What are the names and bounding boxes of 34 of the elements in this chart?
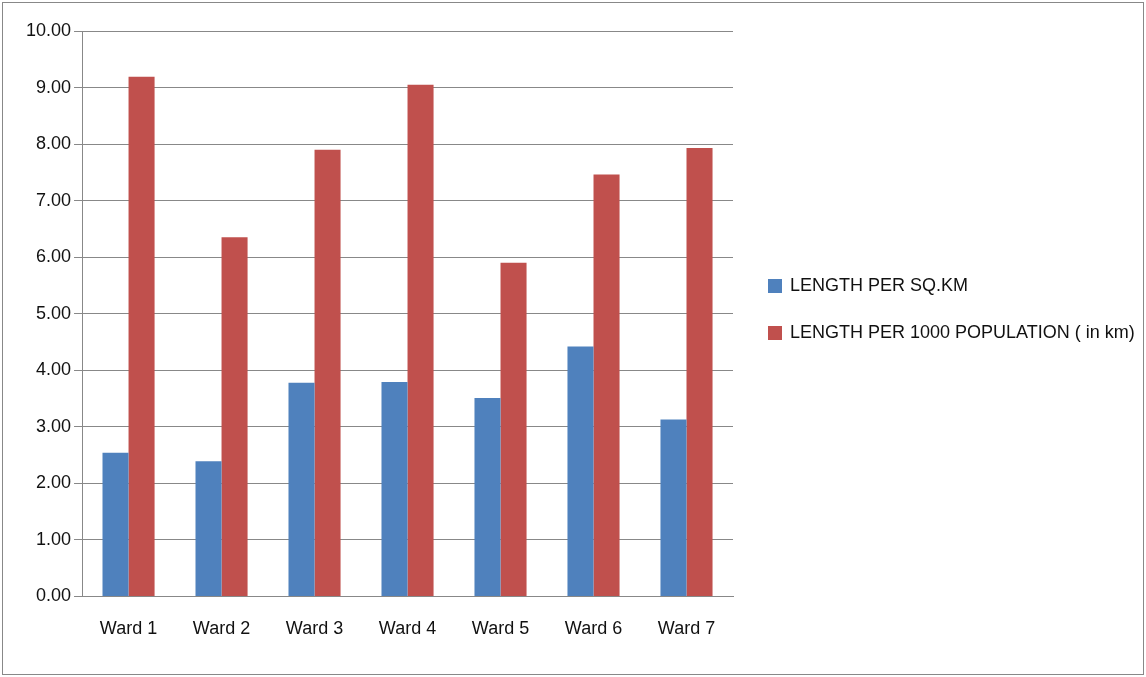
y-tick-label: 1.00 (36, 528, 72, 549)
bar (593, 174, 620, 596)
y-tick-label: 8.00 (36, 133, 72, 154)
bar (474, 397, 501, 596)
y-tick-label: 7.00 (36, 189, 72, 210)
y-tick-label: 10.00 (26, 19, 72, 40)
y-tick-label: 5.00 (36, 302, 72, 323)
bar (407, 84, 434, 596)
y-tick-label: 3.00 (36, 415, 72, 436)
bar (221, 237, 248, 596)
legend-label: LENGTH PER 1000 POPULATION ( in km) (790, 322, 1135, 343)
x-tick-label: Ward 2 (192, 618, 251, 639)
bar (567, 346, 594, 596)
bar (288, 382, 315, 596)
bar (660, 419, 687, 596)
x-tick-label: Ward 6 (564, 618, 623, 639)
bar (686, 148, 713, 596)
y-tick-label: 9.00 (36, 76, 72, 97)
x-tick-label: Ward 4 (378, 618, 437, 639)
x-tick-label: Ward 7 (657, 618, 716, 639)
bar (500, 262, 527, 596)
x-tick-label: Ward 5 (471, 618, 530, 639)
x-tick-label: Ward 3 (285, 618, 344, 639)
y-tick-label: 6.00 (36, 246, 72, 267)
bar (128, 76, 155, 596)
x-tick-label: Ward 1 (99, 618, 158, 639)
bar (381, 382, 408, 596)
y-tick-label: 0.00 (36, 585, 72, 606)
bar (102, 452, 129, 596)
y-tick-label: 2.00 (36, 472, 72, 493)
y-tick-label: 4.00 (36, 359, 72, 380)
bar (314, 149, 341, 596)
legend-label: LENGTH PER SQ.KM (790, 275, 969, 296)
bar (195, 461, 222, 596)
